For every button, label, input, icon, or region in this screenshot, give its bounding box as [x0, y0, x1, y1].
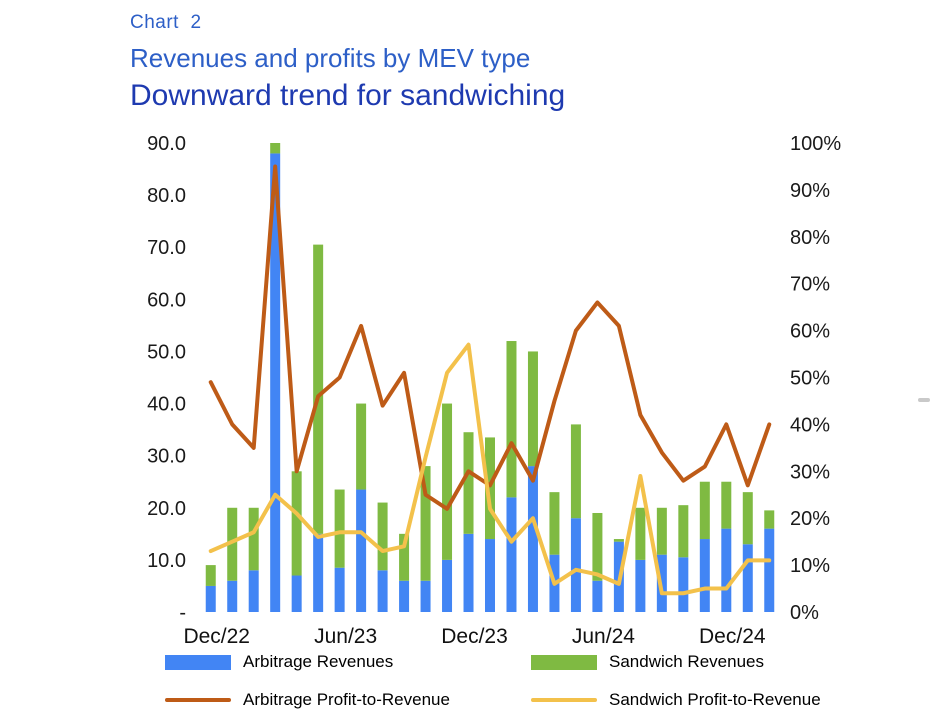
bar-segment-sandwich: [463, 432, 474, 534]
bar-segment-sandwich: [442, 403, 453, 560]
bar-segment-arbitrage: [377, 570, 388, 612]
bar-segment-sandwich: [270, 143, 281, 154]
left-axis-tick-label: 60.0: [147, 289, 186, 311]
bar-segment-sandwich: [764, 510, 775, 529]
bar-segment-arbitrage: [291, 575, 302, 612]
bar-segment-arbitrage: [313, 533, 324, 612]
left-axis-tick-label: 40.0: [147, 394, 186, 416]
bar-segment-arbitrage: [635, 559, 646, 612]
x-axis-tick-label: Jun/23: [314, 625, 377, 648]
bar-segment-arbitrage: [248, 570, 259, 612]
bar-segment-sandwich: [721, 481, 732, 529]
bar-segment-arbitrage: [506, 497, 517, 612]
line-arbitrage-profit-to-revenue: [208, 164, 772, 511]
bar-segment-sandwich: [248, 507, 259, 571]
bar-segment-arbitrage: [227, 580, 238, 612]
bar-segment-sandwich: [613, 539, 624, 542]
line-sandwich-profit-to-revenue: [208, 342, 772, 596]
left-axis-tick-label: 70.0: [147, 237, 186, 259]
x-axis-tick-label: Dec/23: [441, 625, 508, 648]
left-axis-tick-label: 90.0: [147, 133, 186, 155]
bar-segment-sandwich: [485, 437, 495, 540]
bar-segment-sandwich: [635, 507, 646, 560]
x-axis-tick-label: Dec/24: [699, 625, 766, 648]
bar-segment-arbitrage: [742, 544, 753, 612]
bar-segment-sandwich: [656, 507, 667, 555]
bar-segment-sandwich: [592, 512, 603, 581]
bar-segment-sandwich: [356, 403, 367, 490]
bar-segment-arbitrage: [699, 539, 710, 612]
bar-segment-sandwich: [570, 424, 581, 519]
left-axis-tick-label: -: [179, 602, 186, 624]
bar-segment-arbitrage: [764, 528, 775, 612]
bar-segment-arbitrage: [592, 580, 603, 612]
left-axis-tick-label: 80.0: [147, 185, 186, 207]
bar-segment-arbitrage: [442, 559, 453, 612]
chart-title: Revenues and profits by MEV type: [130, 43, 531, 73]
bar-segment-arbitrage: [570, 518, 581, 612]
chart-header: Chart 2 Revenues and profits by MEV type…: [130, 12, 565, 113]
bar-segment-arbitrage: [205, 585, 216, 612]
bar-segment-sandwich: [399, 533, 410, 581]
x-axis-tick-label: Jun/24: [572, 625, 635, 648]
bar-segment-sandwich: [678, 505, 689, 558]
bar-segment-arbitrage: [334, 567, 345, 612]
right-axis-tick-label: 40%: [790, 414, 830, 436]
left-axis-tick-label: 10.0: [147, 550, 186, 572]
chart-subtitle: Downward trend for sandwiching: [130, 79, 566, 112]
x-axis-tick-label: Dec/22: [183, 625, 250, 648]
bar-segment-sandwich: [699, 481, 710, 540]
bar-segment-sandwich: [291, 471, 302, 576]
bar-segment-sandwich: [205, 565, 216, 586]
right-axis-tick-label: 10%: [790, 555, 830, 577]
bar-segment-sandwich: [506, 341, 517, 498]
bar-segment-sandwich: [527, 351, 538, 467]
bar-segment-arbitrage: [721, 528, 732, 612]
scroll-indicator[interactable]: [918, 398, 930, 402]
bar-segment-sandwich: [313, 244, 324, 534]
left-axis-tick-label: 50.0: [147, 341, 186, 363]
bar-segment-arbitrage: [420, 580, 431, 612]
bar-segment-sandwich: [377, 502, 388, 571]
bar-segment-arbitrage: [463, 533, 474, 612]
bar-segment-sandwich: [334, 489, 345, 568]
bar-segment-sandwich: [420, 466, 431, 581]
right-axis-tick-label: 70%: [790, 274, 830, 296]
left-axis-tick-label: 30.0: [147, 446, 186, 468]
bar-segment-arbitrage: [527, 466, 538, 612]
right-axis-tick-label: 30%: [790, 461, 830, 483]
right-axis-tick-label: 90%: [790, 180, 830, 202]
right-axis-tick-label: 20%: [790, 508, 830, 530]
right-axis-tick-label: 100%: [790, 133, 841, 155]
bar-segment-sandwich: [742, 492, 753, 545]
chart-number-label: Chart 2: [130, 12, 202, 33]
bar-segment-arbitrage: [678, 557, 689, 612]
right-axis-tick-label: 80%: [790, 227, 830, 249]
right-axis-tick-label: 0%: [790, 602, 819, 624]
bar-segment-arbitrage: [356, 489, 367, 612]
bar-segment-sandwich: [227, 507, 238, 581]
bar-segment-arbitrage: [399, 580, 410, 612]
bar-segment-arbitrage: [270, 153, 281, 612]
bar-segment-arbitrage: [485, 539, 495, 612]
left-axis-tick-label: 20.0: [147, 498, 186, 520]
bar-segment-sandwich: [549, 492, 560, 555]
right-axis-tick-label: 60%: [790, 321, 830, 343]
right-axis-tick-label: 50%: [790, 368, 830, 390]
